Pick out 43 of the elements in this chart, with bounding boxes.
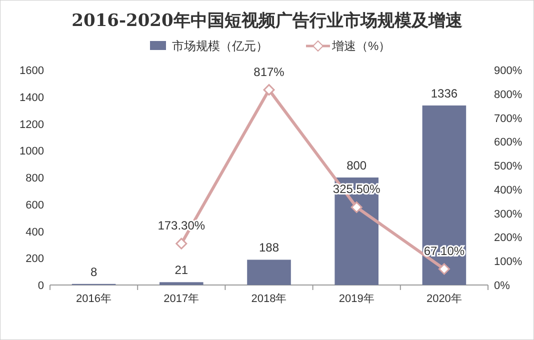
y2-tick-label: 200% — [494, 232, 522, 244]
y-tick-label: 400 — [26, 226, 44, 238]
data-label: 1336 — [430, 86, 458, 100]
chart-title: 2016-2020年中国短视频广告行业市场规模及增速 — [72, 11, 462, 31]
y-tick-label: 600 — [26, 199, 44, 212]
y-tick-label: 200 — [26, 253, 44, 266]
bar — [160, 282, 204, 285]
data-label: 188 — [258, 240, 280, 255]
y2-tick-label: 700% — [494, 112, 522, 125]
y-tick-label: 1000 — [20, 146, 44, 158]
x-tick-label: 2016年 — [76, 293, 112, 305]
bar — [422, 105, 466, 285]
data-label: 21 — [174, 263, 188, 278]
data-label: 817% — [254, 64, 285, 79]
x-tick-label: 2019年 — [338, 293, 374, 305]
point — [263, 84, 275, 96]
y2-tick-label: 500% — [494, 160, 522, 173]
x-tick-label: 2018年 — [251, 293, 287, 305]
y2-tick-label: 400% — [494, 184, 522, 196]
point — [350, 201, 362, 213]
y2-tick-label: 600% — [494, 136, 522, 149]
x-tick-label: 2017年 — [164, 293, 200, 305]
y-tick-label: 1200 — [20, 118, 44, 131]
data-label: 800 — [346, 158, 367, 172]
y-tick-label: 800 — [26, 172, 44, 184]
y-tick-label: 1400 — [20, 92, 44, 104]
y2-tick-label: 0% — [494, 280, 510, 292]
bar — [334, 178, 378, 285]
point — [438, 263, 450, 275]
point — [176, 238, 188, 250]
y2-tick-label: 800% — [494, 88, 522, 101]
legend-label: 增速（%） — [331, 39, 391, 53]
y2-tick-label: 100% — [494, 256, 522, 268]
y-tick-label: 0 — [38, 280, 44, 292]
y2-tick-label: 900% — [494, 65, 522, 77]
y-tick-label: 1600 — [20, 65, 44, 77]
data-label: 8 — [90, 264, 98, 279]
data-label: 173.30% — [158, 218, 206, 233]
legend-label: 市场规模（亿元） — [172, 39, 268, 53]
y2-tick-label: 300% — [494, 208, 522, 220]
data-label: 67.10% — [424, 244, 465, 258]
x-tick-label: 2020年 — [426, 293, 462, 305]
bar — [247, 260, 291, 285]
